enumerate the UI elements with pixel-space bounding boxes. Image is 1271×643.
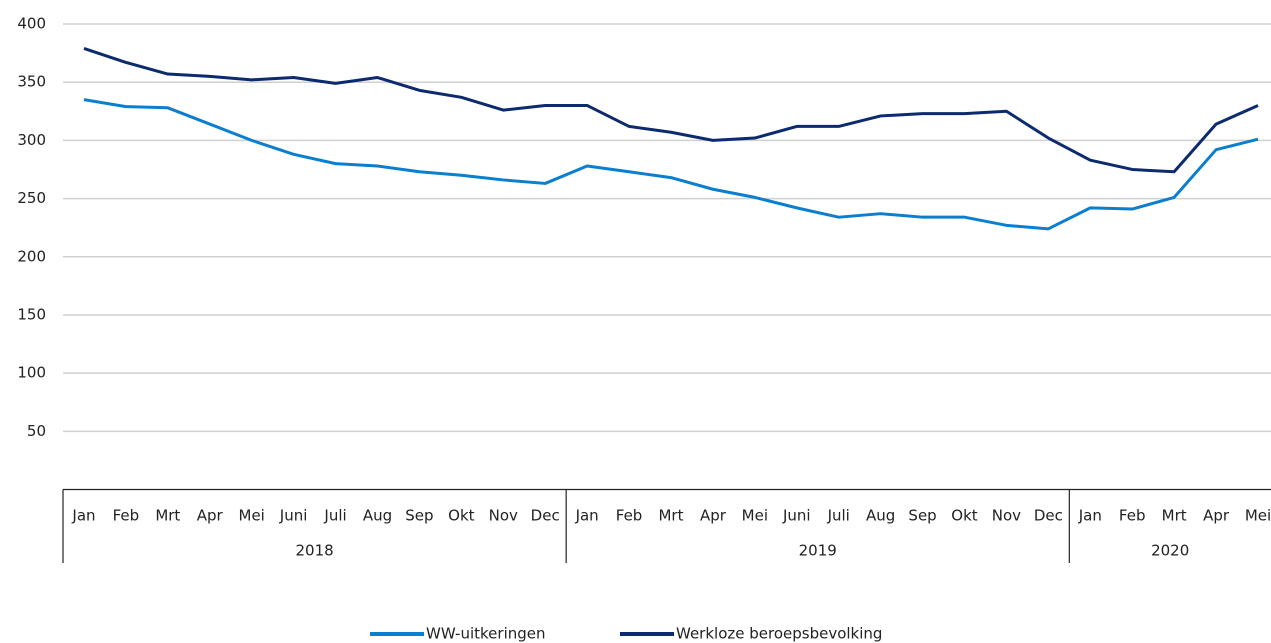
line-series [83, 47, 1259, 174]
x-tick-label: Mrt [1162, 507, 1187, 525]
x-tick-label: Sep [405, 507, 433, 525]
y-tick-label: 50 [27, 422, 46, 440]
y-tick-label: 300 [17, 131, 46, 149]
x-tick-label: Sep [908, 507, 936, 525]
x-tick-label: Aug [866, 507, 895, 525]
group-label: 2018 [295, 542, 333, 560]
group-label: 2020 [1151, 542, 1189, 560]
x-tick-label: Mrt [658, 507, 683, 525]
x-tick-label: Juli [323, 507, 346, 525]
x-tick-label: Okt [951, 507, 977, 525]
x-tick-label: Apr [1203, 507, 1230, 525]
x-tick-label: Juni [279, 507, 308, 525]
x-tick-label: Feb [1119, 507, 1146, 525]
x-tick-label: Apr [700, 507, 727, 525]
x-tick-label: Okt [448, 507, 474, 525]
x-tick-label: Juli [827, 507, 850, 525]
x-tick-label: Dec [531, 507, 560, 525]
x-tick-label: Mrt [155, 507, 180, 525]
x-tick-label: Jan [1078, 507, 1102, 525]
x-tick-label: Jan [71, 507, 95, 525]
x-tick-label: Feb [113, 507, 140, 525]
y-tick-label: 350 [17, 73, 46, 91]
x-tick-label: Juni [782, 507, 811, 525]
y-tick-label: 200 [17, 247, 46, 265]
x-tick-label: Mei [1245, 507, 1271, 525]
y-tick-label: 100 [17, 364, 46, 382]
legend-label: Werkloze beroepsbevolking [676, 625, 882, 643]
x-tick-label: Mei [742, 507, 768, 525]
x-tick-label: Feb [616, 507, 643, 525]
x-tick-label: Jan [575, 507, 599, 525]
line-series [83, 98, 1259, 231]
x-tick-label: Nov [489, 507, 518, 525]
x-tick-label: Dec [1034, 507, 1063, 525]
group-label: 2019 [799, 542, 837, 560]
x-tick-label: Mei [239, 507, 265, 525]
legend-label: WW-uitkeringen [426, 625, 546, 643]
y-tick-label: 400 [17, 15, 46, 33]
x-tick-label: Aug [363, 507, 392, 525]
x-tick-label: Nov [992, 507, 1021, 525]
x-tick-label: Apr [197, 507, 224, 525]
y-tick-label: 250 [17, 189, 46, 207]
y-tick-label: 150 [17, 305, 46, 323]
